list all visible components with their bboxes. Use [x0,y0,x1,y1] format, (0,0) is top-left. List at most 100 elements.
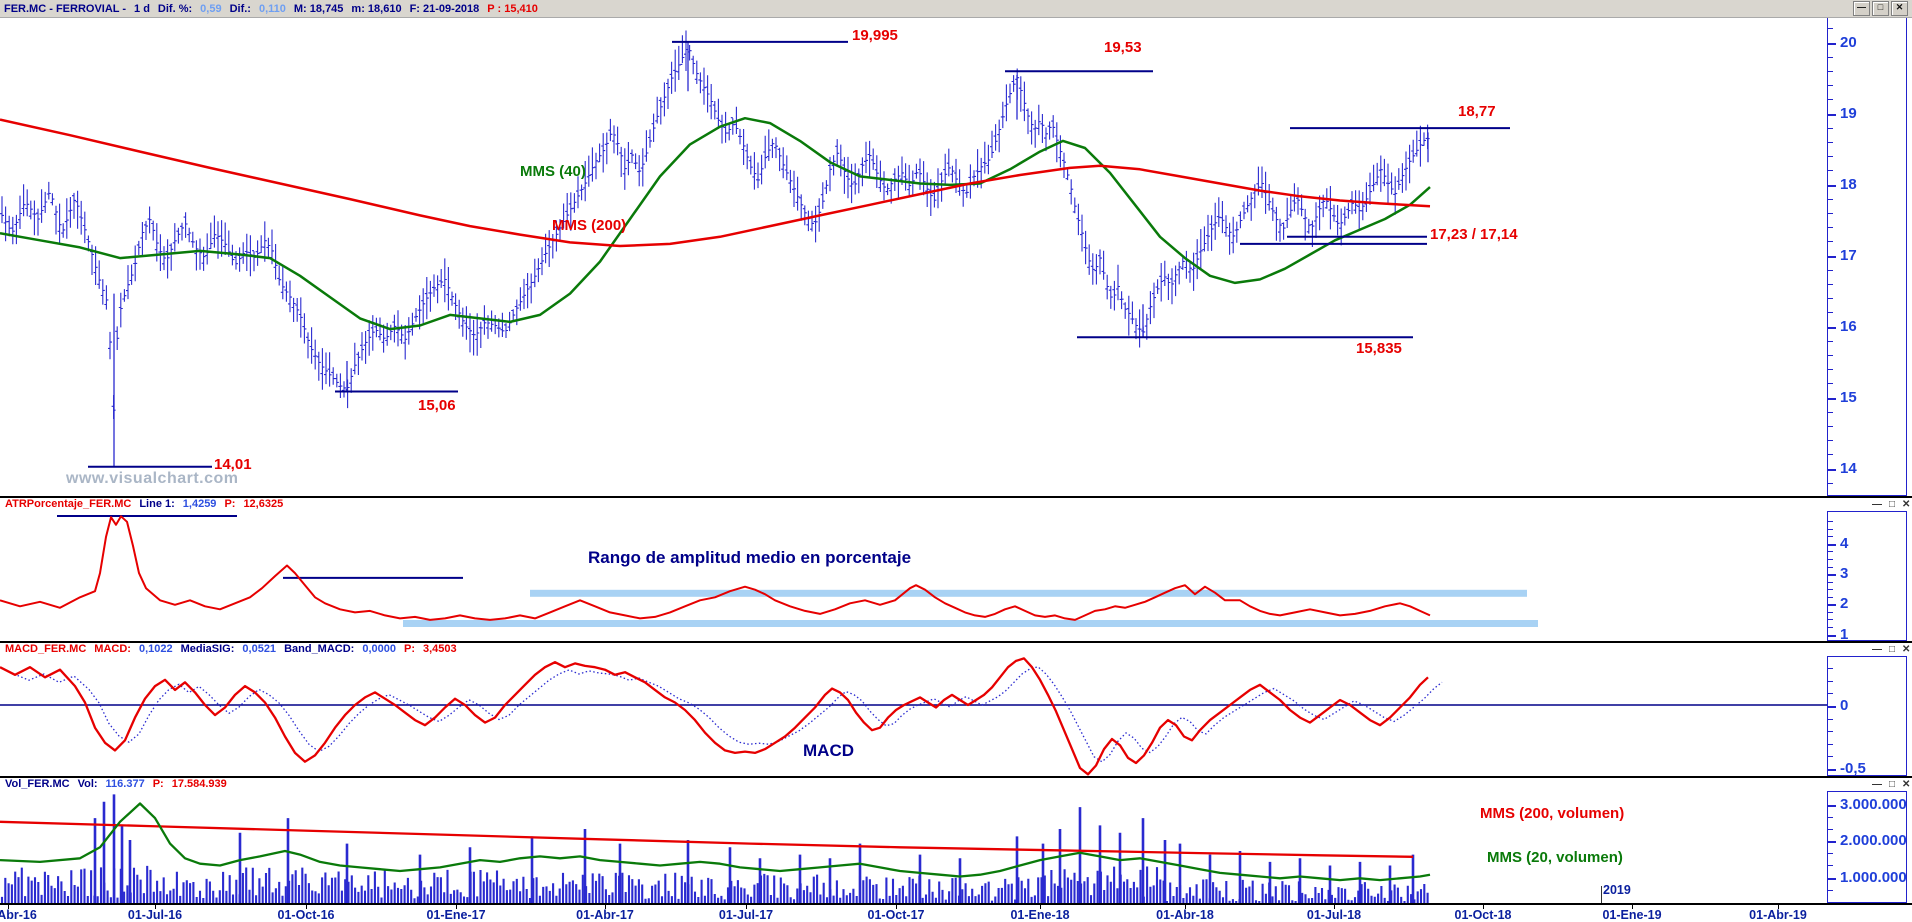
main-header-segment-6: M: 18,745 [293,2,344,15]
price-minor-tick [1828,425,1833,427]
vol-minimize-button[interactable]: — [1872,779,1882,790]
macd-major-tick [1828,706,1836,708]
macd-minor-tick [1828,743,1833,745]
main-header-segment-4: Dif.: [229,2,251,15]
atr-tick-label: 3 [1840,565,1849,583]
atr-y-axis[interactable]: 4 3 2 1 [1827,511,1907,643]
price-tick-label: 16 [1840,317,1857,335]
atr-panel-header: ATRPorcentaje_FER.MC Line 1: 1,4259 P: 12,63… [5,498,283,510]
panel-divider-1[interactable] [0,496,1912,498]
time-axis-tick [1040,905,1041,909]
price-y-axis[interactable]: 20 19 18 17 16 15 14 [1827,16,1907,496]
price-tick-label: 19 [1840,104,1857,122]
price-minor-tick [1828,454,1833,456]
atr-close-button[interactable]: ✕ [1902,499,1911,510]
atr-minor-tick [1828,611,1833,613]
price-major-tick [1828,255,1836,258]
price-level-label: 19,995 [852,27,898,44]
atr-minimize-button[interactable]: — [1872,499,1882,510]
vol-close-button[interactable]: ✕ [1902,779,1911,790]
main-header-segment-7: m: 18,610 [351,2,402,15]
time-axis-tick [605,905,606,909]
maximize-button[interactable]: □ [1872,1,1889,16]
vol-tick-label: 2.000.000 [1840,832,1907,850]
price-minor-tick [1828,440,1833,442]
time-axis-label: 01-Abr-16 [0,908,37,922]
macd-y-axis[interactable]: 0 -0,5 [1827,656,1907,778]
atr-minor-tick [1828,626,1833,628]
atr-minor-tick [1828,559,1833,560]
time-axis-tick [155,905,156,909]
visualchart-watermark: www.visualchart.com [66,470,239,487]
vol-minor-tick [1828,853,1833,855]
atr-minor-tick [1828,589,1833,591]
vol-major-tick [1828,877,1836,880]
atr-minor-tick [1828,521,1833,523]
atr-band [403,620,1538,627]
mms40-line [0,116,1431,331]
volume-spike-bars [93,794,1415,903]
price-major-tick [1828,326,1836,329]
vol-header-segment-3: P: [152,778,164,790]
macd-close-button[interactable]: ✕ [1902,644,1911,655]
close-button[interactable]: ✕ [1891,1,1908,16]
price-tick-label: 17 [1840,246,1857,264]
vol-minor-tick [1828,816,1833,818]
price-major-tick [1828,42,1836,45]
vol-mms20-line [0,802,1431,882]
price-tick-label: 20 [1840,33,1857,51]
main-header-segment-1: 1 d [134,2,150,15]
price-minor-tick [1828,56,1833,58]
time-axis-label: 01-Oct-16 [277,908,335,922]
vol-maximize-button[interactable]: □ [1889,779,1896,790]
macd-minor-tick [1828,718,1833,720]
vol-tick-label: 1.000.000 [1840,868,1907,886]
price-minor-tick [1828,298,1833,300]
time-axis-label: 01-Jul-17 [718,908,774,922]
time-axis-label: 01-Oct-18 [1454,908,1512,922]
macd-major-tick [1828,769,1836,771]
vol-legend-1: MMS (20, volumen) [1487,849,1623,866]
main-header-segment-8: F: 21-09-2018 [409,2,480,15]
macd-tick-label: -0,5 [1840,760,1866,778]
macd-minor-tick [1828,680,1833,682]
main-header-segment-2: Dif. %: [157,2,193,15]
atr-minor-tick [1828,619,1833,621]
time-axis-label: 01-Oct-17 [867,908,925,922]
atr-maximize-button[interactable]: □ [1889,499,1896,510]
price-level-label: 14,01 [214,456,252,473]
minimize-button[interactable]: — [1853,1,1870,16]
time-axis-tick [8,905,9,909]
atr-center-label: Rango de amplitud medio en porcentaje [588,548,912,567]
atr-tick-label: 2 [1840,595,1849,613]
time-axis-tick [1185,905,1186,909]
atr-major-tick [1828,574,1836,577]
price-minor-tick [1828,241,1833,243]
macd-maximize-button[interactable]: □ [1889,644,1896,655]
price-minor-tick [1828,28,1833,30]
price-level-label: 15,06 [418,397,456,414]
vol-minor-tick [1828,889,1833,891]
vol-panel-header: Vol_FER.MC Vol: 116.377 P: 17.584.939 [5,778,227,790]
panel-divider-3[interactable] [0,776,1912,778]
price-minor-tick [1828,70,1833,72]
time-axis-label: 01-Abr-19 [1749,908,1807,922]
macd-line [0,657,1429,776]
price-tick-label: 15 [1840,388,1857,406]
vol-y-axis[interactable]: 3.000.000 2.000.000 1.000.000 [1827,791,1907,903]
price-major-tick [1828,397,1836,400]
price-minor-tick [1828,141,1833,143]
price-level-label: 18,77 [1458,103,1496,120]
main-header-segment-0: FER.MC - FERROVIAL - [4,2,127,15]
price-minor-tick [1828,354,1833,356]
panel-divider-2[interactable] [0,641,1912,643]
macd-minimize-button[interactable]: — [1872,644,1882,655]
price-minor-tick [1828,198,1833,200]
time-axis[interactable]: 01-Abr-16 01-Jul-16 01-Oct-16 01-Ene-17 01-A… [0,903,1912,922]
atr-header-segment-3: P: [224,498,236,510]
vol-minor-tick [1828,828,1833,830]
price-tick-label: 14 [1840,459,1857,477]
price-extreme-bars [113,41,1429,467]
time-axis-label: 01-Jul-18 [1306,908,1362,922]
macd-center-label: MACD [803,741,854,760]
